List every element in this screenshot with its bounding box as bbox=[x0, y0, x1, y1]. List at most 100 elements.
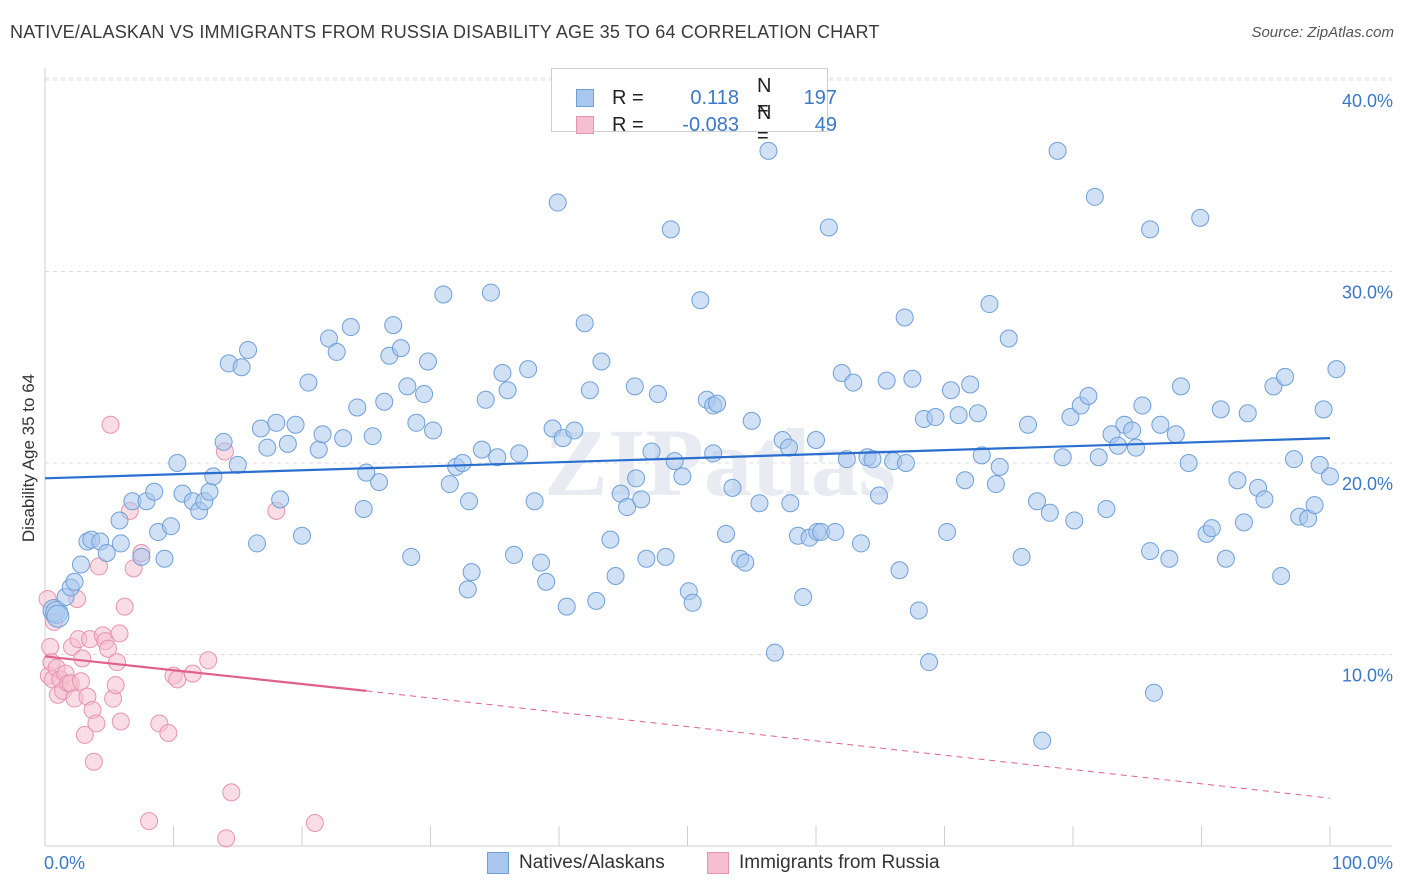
data-point-natives bbox=[481, 283, 500, 302]
data-point-natives bbox=[239, 341, 258, 360]
watermark: ZIPatlas bbox=[544, 409, 896, 516]
data-point-natives bbox=[832, 363, 851, 382]
data-point-natives bbox=[704, 444, 723, 463]
data-point-natives bbox=[863, 450, 882, 469]
data-point-natives bbox=[1327, 360, 1346, 379]
data-point-natives bbox=[493, 363, 512, 382]
x-tick-label: 0.0% bbox=[44, 853, 85, 873]
data-point-natives bbox=[627, 469, 646, 488]
data-point-natives bbox=[476, 390, 495, 409]
data-point-natives bbox=[580, 381, 599, 400]
data-point-natives bbox=[1234, 513, 1253, 532]
data-point-natives bbox=[890, 561, 909, 580]
data-point-natives bbox=[794, 588, 813, 607]
data-point-natives bbox=[926, 408, 945, 427]
data-point-natives bbox=[488, 448, 507, 467]
data-point-natives bbox=[1028, 492, 1047, 511]
data-point-natives bbox=[938, 522, 957, 541]
data-point-natives bbox=[625, 377, 644, 396]
data-point-natives bbox=[1151, 415, 1170, 434]
data-point-natives bbox=[844, 373, 863, 392]
legend-r-label: R = bbox=[612, 86, 644, 109]
data-point-natives bbox=[986, 475, 1005, 494]
legend-r-value: 0.118 bbox=[690, 86, 739, 109]
data-point-natives bbox=[896, 454, 915, 472]
data-point-natives bbox=[723, 478, 742, 497]
data-point-natives bbox=[415, 385, 434, 404]
data-point-natives bbox=[877, 371, 896, 390]
data-point-natives bbox=[97, 544, 116, 563]
bottom-legend-label-natives: Natives/Alaskans bbox=[519, 852, 665, 873]
bottom-legend-natives: Natives/Alaskans bbox=[487, 852, 665, 874]
data-point-natives bbox=[1276, 367, 1295, 386]
data-point-russia bbox=[75, 725, 94, 744]
data-point-natives bbox=[232, 358, 251, 377]
data-point-natives bbox=[895, 308, 914, 327]
data-point-natives bbox=[1305, 496, 1324, 515]
data-point-natives bbox=[1264, 377, 1283, 396]
data-point-natives bbox=[271, 490, 290, 509]
data-point-natives bbox=[1033, 731, 1052, 750]
data-point-natives bbox=[398, 377, 417, 396]
data-point-natives bbox=[819, 218, 838, 237]
data-point-natives bbox=[363, 427, 382, 446]
data-point-russia bbox=[222, 783, 241, 802]
data-point-natives bbox=[1097, 499, 1116, 518]
data-point-natives bbox=[357, 463, 376, 482]
data-point-natives bbox=[990, 457, 1009, 476]
data-point-natives bbox=[665, 452, 684, 471]
data-point-russia bbox=[101, 415, 120, 434]
data-point-natives bbox=[407, 413, 426, 432]
legend-n-value: 49 bbox=[814, 113, 837, 136]
data-point-natives bbox=[1314, 400, 1333, 419]
data-point-russia bbox=[111, 712, 130, 731]
data-point-natives bbox=[980, 295, 999, 314]
y-tick-label: 30.0% bbox=[1342, 283, 1393, 303]
data-point-natives bbox=[1141, 542, 1160, 561]
axes bbox=[44, 68, 1392, 847]
data-point-natives bbox=[742, 411, 761, 430]
legend-n-value: 197 bbox=[803, 86, 837, 109]
data-point-natives bbox=[251, 419, 270, 438]
data-point-natives bbox=[691, 291, 710, 310]
data-point-natives bbox=[462, 563, 481, 582]
legend-swatch-blue bbox=[576, 89, 594, 107]
data-point-natives bbox=[642, 442, 661, 461]
data-point-natives bbox=[46, 604, 70, 628]
legend-r-label: R = bbox=[612, 113, 644, 136]
data-point-russia bbox=[106, 676, 125, 695]
data-point-natives bbox=[968, 404, 987, 423]
data-point-natives bbox=[1238, 404, 1257, 423]
legend-n-label: N = bbox=[757, 75, 772, 120]
data-point-natives bbox=[453, 454, 472, 472]
data-point-russia bbox=[73, 649, 92, 668]
data-point-natives bbox=[949, 406, 968, 425]
data-point-natives bbox=[460, 492, 479, 511]
trend-line-russia bbox=[44, 655, 367, 692]
data-point-natives bbox=[565, 421, 584, 440]
legend-r-value: -0.083 bbox=[682, 113, 739, 136]
data-point-natives bbox=[1171, 377, 1190, 396]
data-point-natives bbox=[1085, 187, 1104, 206]
data-point-natives bbox=[132, 547, 151, 566]
legend-swatch-pink bbox=[576, 116, 594, 134]
trend-line-russia-extension bbox=[366, 690, 1331, 799]
data-point-natives bbox=[498, 381, 517, 400]
data-point-natives bbox=[293, 526, 311, 545]
data-point-russia bbox=[168, 670, 187, 689]
data-point-natives bbox=[334, 429, 353, 448]
legend-n-label: N = bbox=[757, 102, 772, 147]
data-point-natives bbox=[1079, 386, 1098, 405]
data-point-natives bbox=[851, 534, 870, 553]
data-point-natives bbox=[648, 385, 667, 404]
data-point-natives bbox=[370, 473, 389, 492]
data-point-natives bbox=[920, 653, 939, 672]
data-point-natives bbox=[837, 450, 856, 469]
correlation-legend: R = 0.118 N = 197 R = -0.083 N = 49 bbox=[551, 68, 837, 147]
data-point-natives bbox=[759, 141, 778, 160]
data-point-natives bbox=[750, 494, 769, 513]
data-point-natives bbox=[472, 440, 491, 459]
data-point-natives bbox=[956, 471, 975, 490]
data-point-natives bbox=[1191, 208, 1210, 227]
